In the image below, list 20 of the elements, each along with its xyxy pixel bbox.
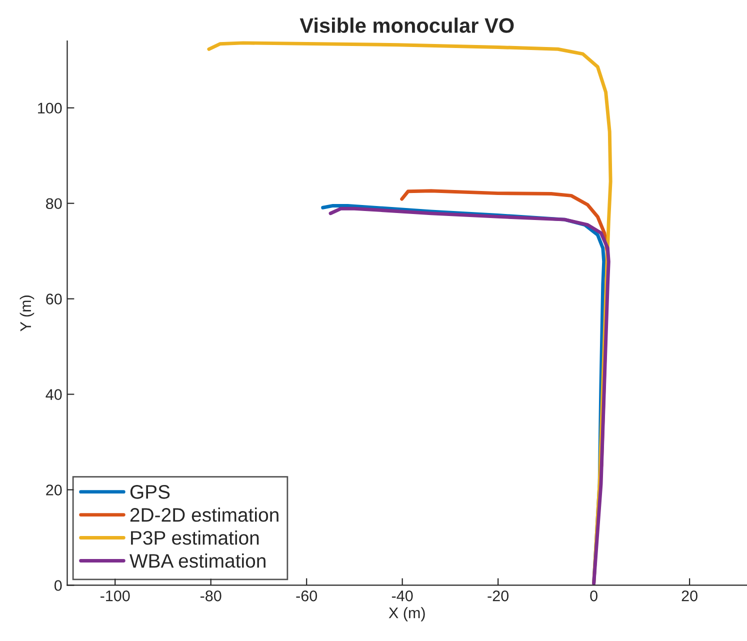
legend-label: P3P estimation — [131, 530, 259, 545]
x-tick-label: 20 — [682, 590, 698, 602]
x-tick-label: -100 — [100, 590, 130, 602]
y-tick-label: 0 — [54, 580, 62, 591]
x-axis-title: X (m) — [388, 607, 425, 622]
legend-label: WBA estimation — [130, 553, 266, 568]
y-tick-label: 80 — [46, 198, 62, 210]
y-tick-label: 100 — [38, 102, 62, 114]
x-tick-label: -40 — [392, 590, 413, 602]
y-axis-title: Y (m) — [20, 296, 34, 332]
x-tick-label: -20 — [488, 590, 509, 602]
x-tick-label: -60 — [296, 590, 318, 602]
legend-label: 2D-2D estimation — [130, 508, 278, 522]
y-tick-label: 60 — [46, 294, 62, 304]
y-tick-label: 40 — [46, 389, 62, 400]
legend-label: GPS — [130, 485, 170, 499]
y-tick-label: 20 — [46, 484, 62, 496]
x-tick-label: -80 — [200, 590, 222, 602]
x-tick-label: 0 — [590, 590, 598, 602]
chart-title: Visible monocular VO — [300, 18, 514, 33]
